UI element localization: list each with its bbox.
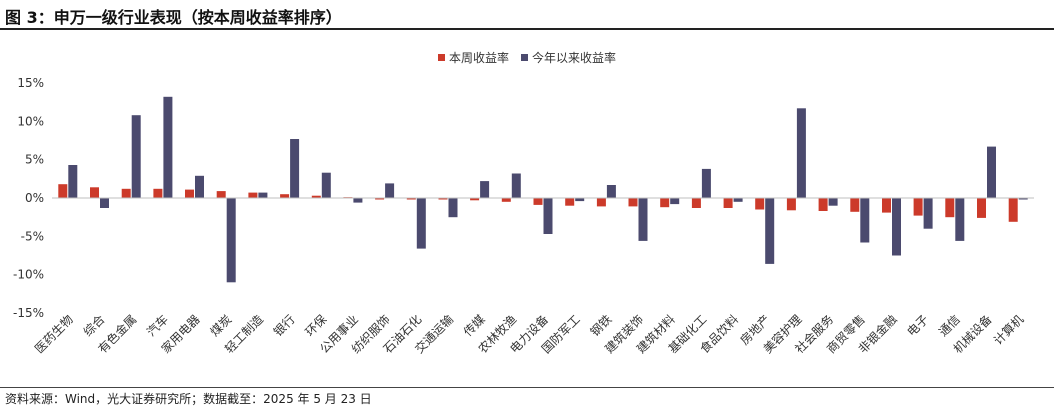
x-category-label: 计算机 — [990, 312, 1026, 348]
bar-ytd — [860, 198, 870, 243]
bar-ytd — [416, 198, 426, 249]
bar-ytd — [955, 198, 965, 241]
bar-ytd — [796, 108, 806, 198]
bar-weekly — [565, 198, 575, 206]
top-divider — [0, 28, 1054, 30]
bar-weekly — [913, 198, 923, 216]
bar-ytd — [258, 192, 268, 198]
bar-ytd — [353, 198, 363, 203]
bar-ytd — [100, 198, 109, 208]
bar-weekly — [438, 198, 448, 200]
bar-ytd — [511, 173, 521, 198]
bar-ytd — [575, 198, 585, 202]
bar-weekly — [1008, 198, 1018, 222]
bar-ytd — [606, 185, 616, 198]
chart-legend: 本周收益率 今年以来收益率 — [438, 50, 616, 65]
bar-weekly — [248, 192, 258, 198]
bar-weekly — [945, 198, 955, 218]
bar-weekly — [375, 198, 385, 200]
bar-weekly — [596, 198, 606, 207]
source-note: 资料来源：Wind，光大证券研究所；数据截至：2025 年 5 月 23 日 — [5, 392, 372, 406]
bar-weekly — [470, 198, 480, 201]
bar-weekly — [882, 198, 891, 213]
bar-weekly — [406, 198, 416, 200]
bar-ytd — [448, 198, 458, 218]
bar-weekly — [280, 194, 290, 198]
figure-title: 图 3：申万一级行业表现（按本周收益率排序） — [5, 8, 342, 27]
y-tick-label: 10% — [17, 114, 44, 128]
bar-chart: 本周收益率 今年以来收益率 15% 10% 5% 0% -5% -10% -15% 医药生物综… — [13, 50, 1034, 357]
x-category-label: 综合 — [80, 312, 108, 340]
y-tick-label: -5% — [21, 229, 44, 243]
bar-weekly — [818, 198, 828, 211]
bar-weekly — [786, 198, 796, 211]
bar-ytd — [1018, 198, 1028, 200]
x-category-label: 钢铁 — [588, 312, 615, 339]
legend-label-ytd: 今年以来收益率 — [532, 50, 616, 65]
bar-weekly — [216, 191, 226, 198]
bar-weekly — [977, 198, 986, 218]
bar-ytd — [68, 165, 78, 198]
x-category-label: 传媒 — [460, 312, 488, 340]
bar-weekly — [501, 198, 511, 202]
x-category-label: 银行 — [271, 312, 298, 339]
legend-swatch-weekly — [438, 54, 445, 61]
y-tick-label: 0% — [25, 191, 44, 205]
bar-weekly — [121, 188, 131, 198]
bar-ytd — [923, 198, 933, 229]
bar-weekly — [533, 198, 543, 205]
x-category-label: 汽车 — [143, 312, 171, 340]
legend-swatch-ytd — [521, 54, 528, 61]
bar-weekly — [660, 198, 670, 208]
bottom-divider — [0, 387, 1054, 388]
bar-ytd — [321, 172, 331, 198]
bar-weekly — [850, 198, 860, 212]
y-tick-label: -10% — [13, 268, 44, 282]
bar-weekly — [628, 198, 638, 207]
y-tick-label: -15% — [13, 306, 44, 320]
bar-ytd — [385, 183, 395, 198]
bar-ytd — [670, 198, 680, 205]
bar-weekly — [691, 198, 701, 208]
bar-ytd — [290, 139, 300, 198]
x-category-label: 煤炭 — [207, 312, 234, 339]
legend-label-weekly: 本周收益率 — [449, 50, 509, 65]
x-category-label: 电子 — [904, 312, 931, 339]
bar-ytd — [638, 198, 648, 241]
bar-ytd — [543, 198, 553, 234]
bar-weekly — [185, 189, 194, 198]
bar-weekly — [153, 188, 163, 198]
bar-weekly — [90, 187, 99, 198]
bar-weekly — [755, 198, 765, 210]
bar-ytd — [733, 198, 743, 202]
bar-weekly — [723, 198, 733, 208]
bar-ytd — [195, 175, 204, 198]
y-tick-label: 5% — [25, 153, 44, 167]
y-axis: 15% 10% 5% 0% -5% -10% -15% — [13, 76, 44, 320]
bar-ytd — [163, 96, 173, 198]
y-tick-label: 15% — [17, 76, 44, 90]
bar-ytd — [226, 198, 236, 283]
bar-ytd — [765, 198, 775, 264]
bar-group — [58, 96, 1028, 283]
x-category-label: 环保 — [303, 312, 330, 339]
bar-ytd — [892, 198, 901, 256]
bar-ytd — [131, 115, 141, 198]
x-category-label: 通信 — [936, 312, 963, 339]
bar-ytd — [480, 181, 490, 198]
bar-weekly — [58, 184, 68, 198]
bar-weekly — [311, 195, 321, 198]
bar-ytd — [987, 146, 996, 198]
bar-ytd — [828, 198, 838, 206]
bar-ytd — [701, 168, 711, 198]
